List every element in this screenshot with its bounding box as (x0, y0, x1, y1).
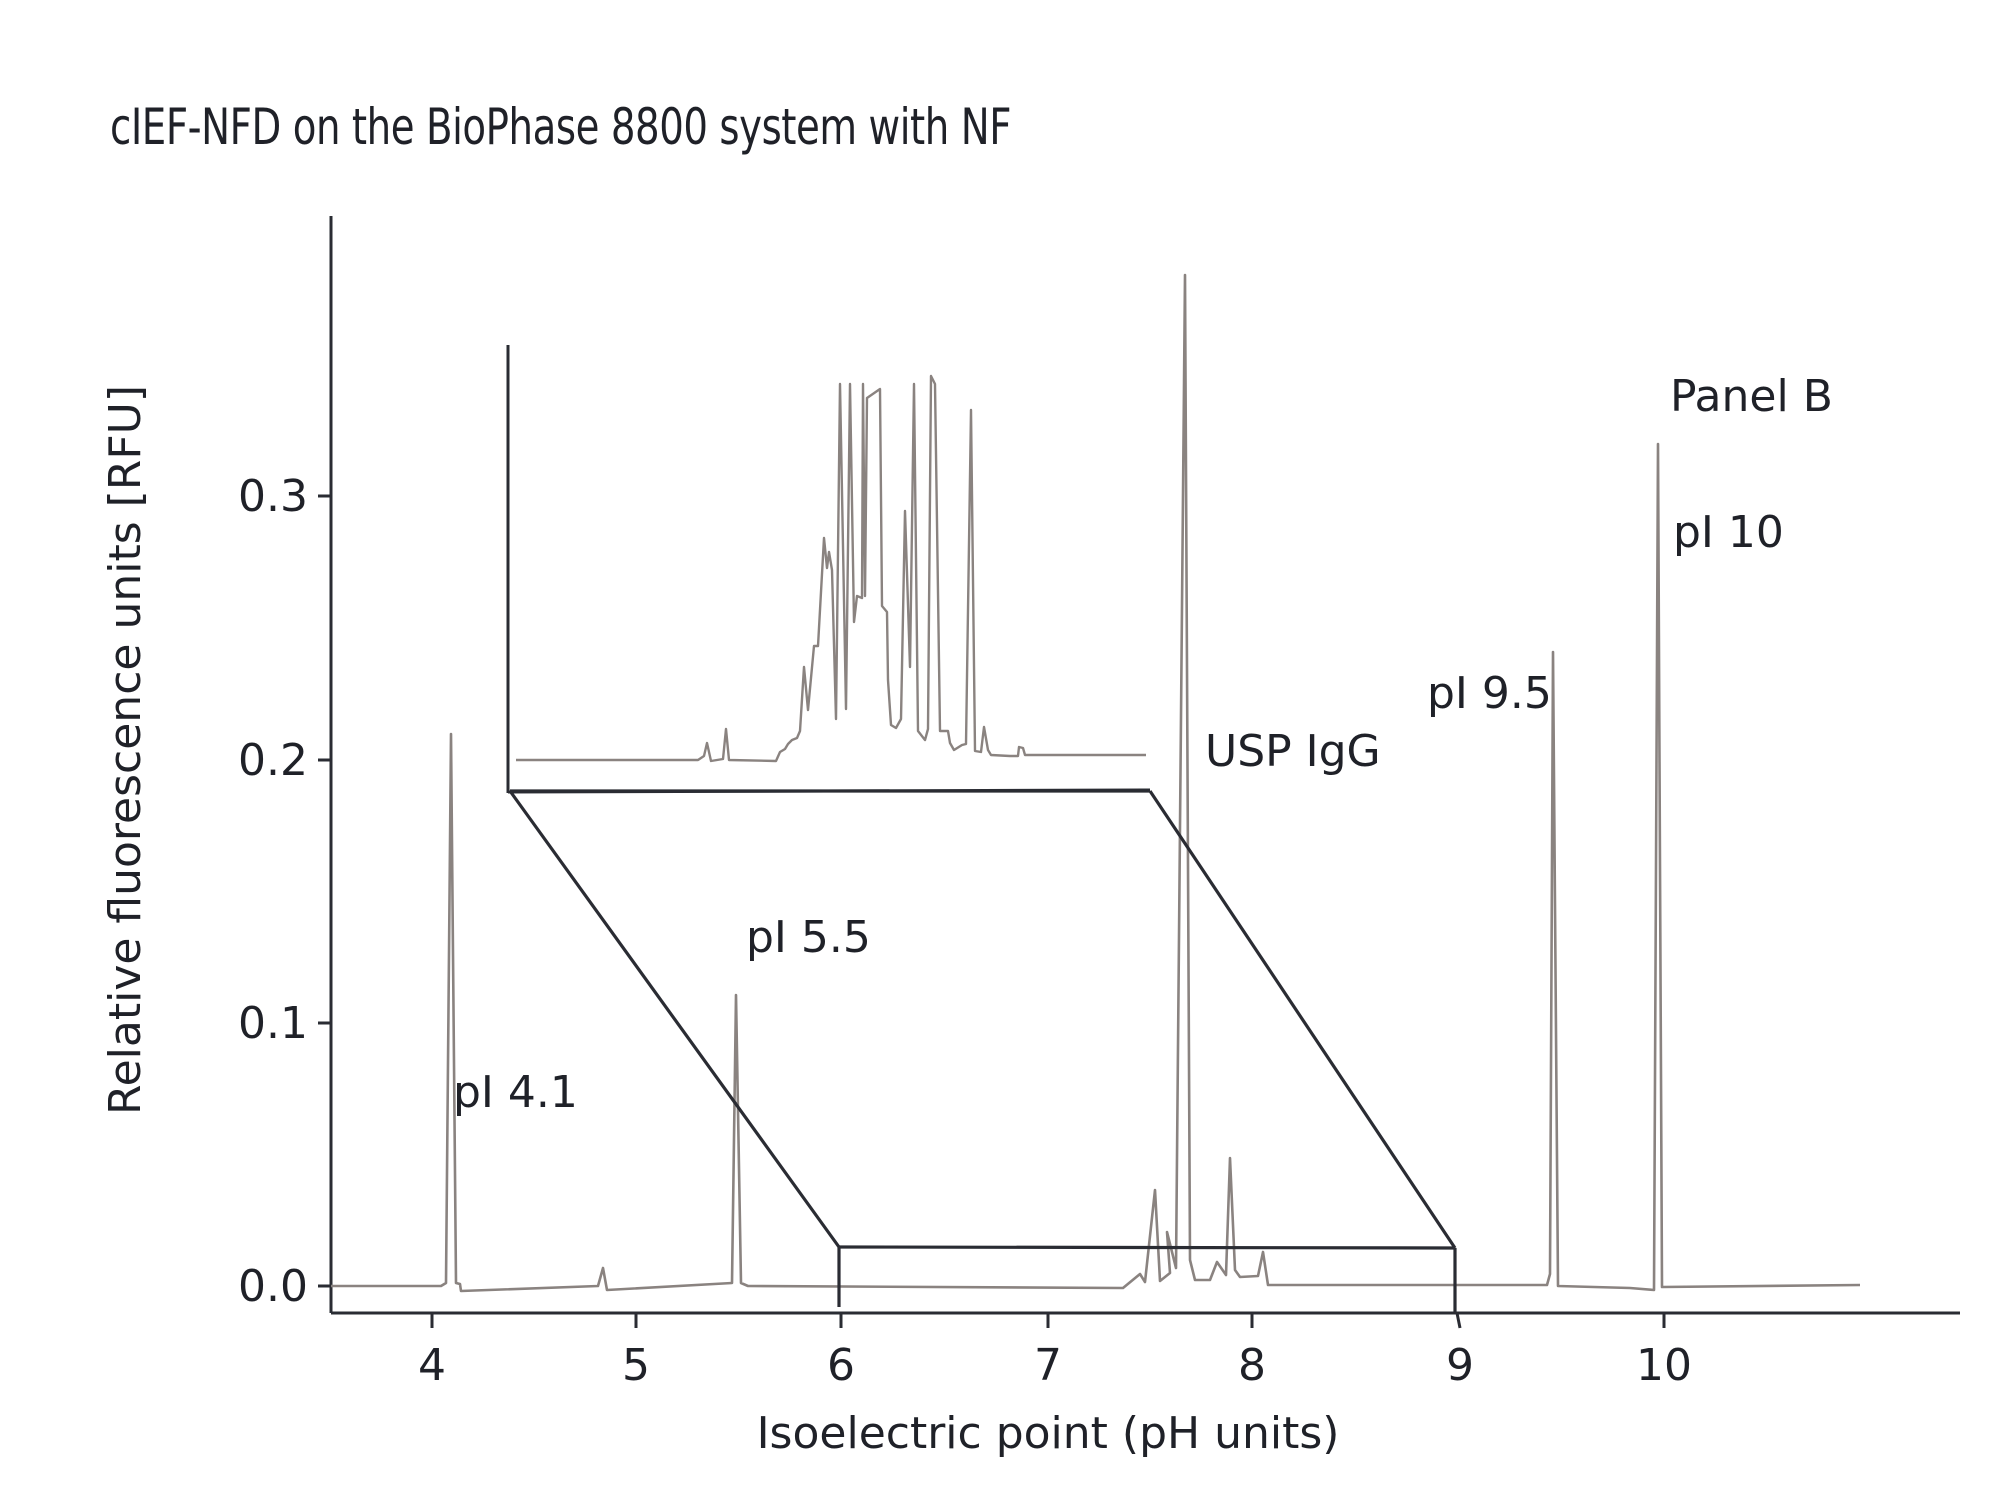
axes (318, 216, 1960, 1329)
chart-title: cIEF-NFD on the BioPhase 8800 system wit… (110, 98, 1012, 156)
peak-label-pi95: pI 9.5 (1427, 668, 1552, 719)
x-tick-label: 6 (827, 1340, 855, 1391)
x-tick-label: 5 (622, 1340, 650, 1391)
y-axis-title: Relative fluorescence units [RFU] (100, 385, 151, 1115)
panel-label: Panel B (1670, 371, 1833, 422)
peak-label-pi55: pI 5.5 (746, 912, 871, 963)
x-tick-label: 10 (1636, 1340, 1692, 1391)
electropherogram-trace (331, 273, 1861, 1293)
peak-label-usp-igg: USP IgG (1205, 726, 1381, 777)
x-tick-label: 9 (1446, 1340, 1474, 1391)
inset-axes (506, 345, 1151, 794)
x-tick-label: 7 (1034, 1340, 1062, 1391)
zoom-connector (508, 789, 1457, 1313)
x-tick (1455, 1312, 1462, 1329)
inset-trace (516, 374, 1146, 763)
y-tick-label: 0.0 (238, 1261, 308, 1312)
y-tick-label: 0.3 (238, 471, 308, 522)
y-tick-label: 0.2 (238, 735, 308, 786)
x-tick-label: 8 (1238, 1340, 1266, 1391)
y-tick-label: 0.1 (238, 998, 308, 1049)
peak-label-pi10: pI 10 (1673, 507, 1784, 558)
x-tick-label: 4 (418, 1340, 446, 1391)
x-axis-title: Isoelectric point (pH units) (757, 1408, 1340, 1459)
peak-label-pi41: pI 4.1 (453, 1067, 578, 1118)
